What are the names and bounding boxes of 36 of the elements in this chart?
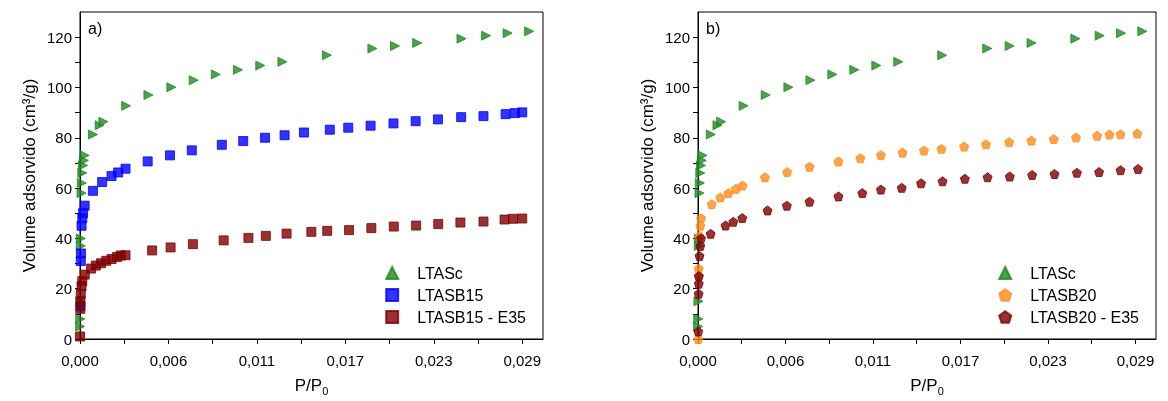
y-tick-label: 20 bbox=[55, 280, 72, 298]
x-tick-label: 0,023 bbox=[415, 352, 453, 369]
x-tick-label: 0,011 bbox=[854, 352, 892, 369]
y-tick-label: 120 bbox=[46, 28, 72, 46]
annotation: a) bbox=[88, 19, 103, 37]
legend-label: LTASB20 bbox=[1030, 286, 1097, 304]
legend-label: LTASB15 bbox=[417, 286, 484, 304]
y-tick-label: 80 bbox=[673, 129, 690, 147]
y-tick-label: 0 bbox=[63, 330, 72, 348]
legend-label: LTASB20 - E35 bbox=[1030, 308, 1140, 326]
y-tick-label: 60 bbox=[673, 179, 690, 197]
x-tick-label: 0,017 bbox=[326, 352, 365, 369]
annotation: b) bbox=[706, 19, 721, 37]
y-tick-label: 100 bbox=[46, 78, 72, 96]
x-tick-label: 0,023 bbox=[1029, 352, 1067, 369]
x-tick-label: 0,029 bbox=[1116, 352, 1155, 369]
x-tick-label: 0,017 bbox=[941, 352, 980, 369]
legend-label: LTASB15 - E35 bbox=[417, 308, 527, 326]
x-tick-label: 0,006 bbox=[149, 352, 188, 369]
x-tick-label: 0,000 bbox=[679, 352, 717, 369]
y-tick-label: 60 bbox=[55, 179, 72, 197]
y-axis-title: Volume adsorvido (cm³/g) bbox=[638, 78, 657, 273]
y-tick-label: 40 bbox=[55, 229, 72, 247]
legend-label: LTASc bbox=[417, 264, 463, 282]
x-tick-label: 0,000 bbox=[61, 352, 99, 369]
x-tick-label: 0,006 bbox=[766, 352, 805, 369]
y-tick-label: 40 bbox=[673, 229, 690, 247]
y-tick-label: 100 bbox=[664, 78, 690, 96]
y-tick-label: 120 bbox=[664, 28, 690, 46]
legend-label: LTASc bbox=[1030, 264, 1076, 282]
y-tick-label: 80 bbox=[55, 129, 72, 147]
y-axis-title: Volume adsorvido (cm³/g) bbox=[20, 78, 39, 273]
x-tick-label: 0,011 bbox=[238, 352, 276, 369]
y-tick-label: 0 bbox=[681, 330, 690, 348]
x-tick-label: 0,029 bbox=[503, 352, 542, 369]
y-tick-label: 20 bbox=[673, 280, 690, 298]
